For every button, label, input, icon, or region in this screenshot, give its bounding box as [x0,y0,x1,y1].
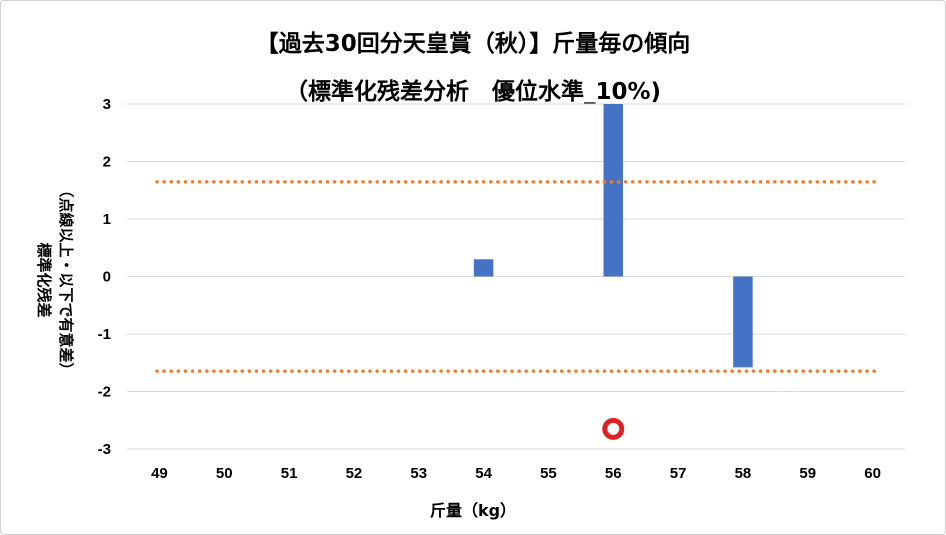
y-tick-label: -2 [98,384,111,401]
y-tick-label: 0 [103,269,111,286]
x-tick-label: 56 [605,465,622,482]
x-tick-label: 52 [346,465,363,482]
x-tick-label: 59 [799,465,816,482]
bar [733,276,753,368]
x-tick-label: 60 [864,465,881,482]
x-tick-label: 51 [281,465,298,482]
y-tick-label: 3 [103,96,111,113]
x-tick-label: 50 [216,465,233,482]
y-tick-label: 2 [103,154,111,171]
marker-inner [607,422,620,435]
x-tick-label: 53 [410,465,427,482]
x-tick-label: 54 [475,465,492,482]
x-axis-label: 斤量（kg） [429,501,517,520]
x-tick-label: 58 [735,465,752,482]
x-tick-label: 49 [151,465,168,482]
y-tick-label: -1 [98,326,111,343]
chart-title: 【過去30回分天皇賞（秋）】斤量毎の傾向 [255,31,691,57]
y-tick-label: -3 [98,441,111,458]
y-tick-label: 1 [103,211,111,228]
bar [473,259,494,277]
bar [603,104,623,277]
chart-subtitle: （標準化残差分析 優位水準_10%) [284,79,662,105]
x-tick-label: 55 [540,465,557,482]
x-tick-label: 57 [670,465,687,482]
